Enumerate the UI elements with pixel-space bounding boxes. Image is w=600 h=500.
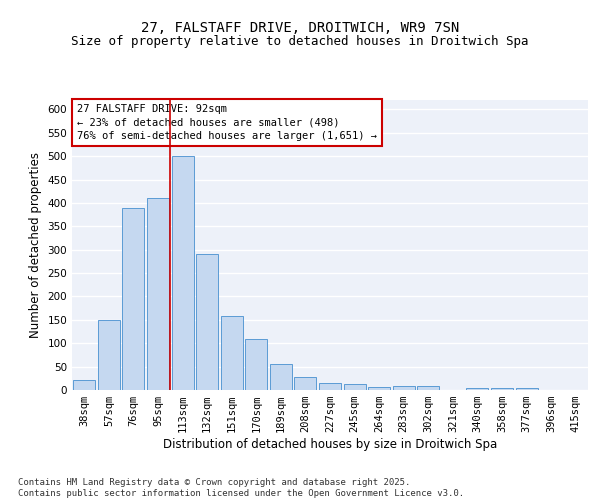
Bar bbox=[270, 364, 292, 390]
Bar bbox=[73, 380, 95, 390]
Bar bbox=[319, 382, 341, 390]
Bar bbox=[245, 338, 268, 390]
X-axis label: Distribution of detached houses by size in Droitwich Spa: Distribution of detached houses by size … bbox=[163, 438, 497, 451]
Bar bbox=[417, 386, 439, 390]
Bar bbox=[122, 208, 145, 390]
Text: Contains HM Land Registry data © Crown copyright and database right 2025.
Contai: Contains HM Land Registry data © Crown c… bbox=[18, 478, 464, 498]
Bar bbox=[98, 320, 120, 390]
Text: Size of property relative to detached houses in Droitwich Spa: Size of property relative to detached ho… bbox=[71, 34, 529, 48]
Bar bbox=[147, 198, 169, 390]
Y-axis label: Number of detached properties: Number of detached properties bbox=[29, 152, 42, 338]
Bar bbox=[196, 254, 218, 390]
Bar bbox=[466, 388, 488, 390]
Bar bbox=[172, 156, 194, 390]
Bar bbox=[368, 387, 390, 390]
Bar bbox=[295, 377, 316, 390]
Bar bbox=[491, 388, 513, 390]
Bar bbox=[515, 388, 538, 390]
Bar bbox=[344, 384, 365, 390]
Bar bbox=[392, 386, 415, 390]
Text: 27, FALSTAFF DRIVE, DROITWICH, WR9 7SN: 27, FALSTAFF DRIVE, DROITWICH, WR9 7SN bbox=[141, 20, 459, 34]
Bar bbox=[221, 316, 243, 390]
Text: 27 FALSTAFF DRIVE: 92sqm
← 23% of detached houses are smaller (498)
76% of semi-: 27 FALSTAFF DRIVE: 92sqm ← 23% of detach… bbox=[77, 104, 377, 141]
